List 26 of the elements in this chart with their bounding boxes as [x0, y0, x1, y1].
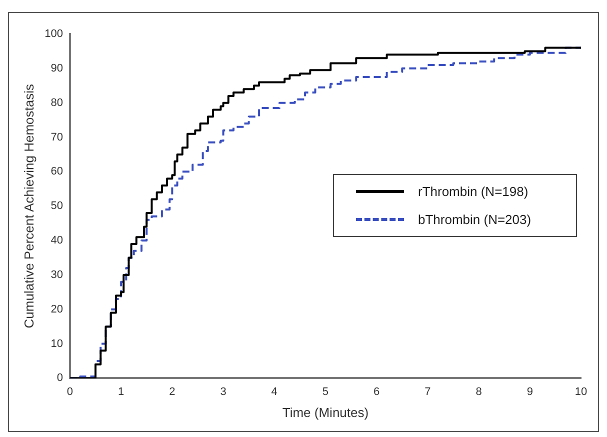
x-tick-label: 3 [220, 386, 226, 398]
y-tick-label: 90 [50, 62, 63, 74]
y-tick-label: 40 [50, 234, 63, 247]
y-tick-label: 50 [50, 200, 63, 212]
x-tick-label: 0 [66, 386, 74, 398]
x-tick-label: 5 [322, 386, 329, 398]
legend-label: bThrombin (N=203) [418, 212, 532, 226]
y-tick-label: 30 [50, 268, 63, 281]
x-tick-label: 9 [526, 386, 533, 398]
legend-label: rThrombin (N=198) [418, 184, 528, 198]
y-tick-label: 10 [50, 338, 63, 350]
x-tick-label: 2 [169, 386, 176, 398]
y-tick-label: 60 [50, 166, 63, 178]
x-tick-label: 7 [424, 386, 431, 398]
y-tick-label: 0 [56, 372, 63, 384]
y-tick-label: 70 [50, 131, 63, 144]
x-tick-label: 8 [476, 386, 482, 398]
y-tick-label: 100 [44, 28, 63, 40]
y-tick-label: 80 [50, 96, 63, 109]
y-tick-label: 20 [50, 303, 63, 316]
y-axis-title: Cumulative Percent Achieving Hemostasis [21, 83, 36, 328]
x-tick-label: 10 [574, 386, 588, 398]
x-tick-label: 6 [374, 386, 380, 398]
x-axis-title: Time (Minutes) [282, 404, 369, 420]
x-tick-label: 4 [271, 386, 278, 398]
x-tick-label: 1 [118, 386, 124, 398]
